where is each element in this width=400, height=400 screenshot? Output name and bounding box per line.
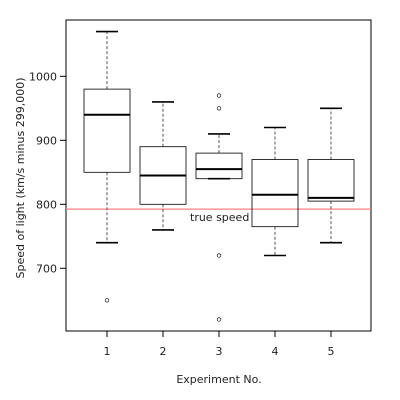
box-5-iqr: [307, 159, 355, 202]
box-1-outlier-0: [104, 298, 110, 303]
reference-line-label: true speed: [190, 211, 249, 224]
x-tick-label-4: 4: [272, 345, 279, 358]
x-tick-label-3: 3: [216, 345, 223, 358]
box-3-outlier-1: [216, 253, 222, 258]
box-3-iqr: [195, 152, 243, 180]
x-axis-title: Experiment No.: [176, 373, 261, 386]
y-tick-label-900: 900: [36, 134, 57, 147]
box-1-iqr: [83, 88, 131, 173]
x-tick-label-2: 2: [160, 345, 167, 358]
box-3-outlier-3: [216, 93, 222, 98]
y-tick-label-700: 700: [36, 262, 57, 275]
y-axis-title: Speed of light (km/s minus 299,000): [14, 78, 27, 279]
y-tick-label-1000: 1000: [29, 70, 57, 83]
box-4-iqr: [251, 159, 299, 228]
plot-layer: 700 800 900 1000 1 2 3 4 5: [29, 19, 372, 358]
plot-frame: [65, 19, 372, 332]
box-3-outlier-0: [216, 317, 222, 322]
x-tick-label-1: 1: [104, 345, 111, 358]
x-tick-label-5: 5: [328, 345, 335, 358]
box-3-outlier-2: [216, 106, 222, 111]
y-tick-label-800: 800: [36, 198, 57, 211]
